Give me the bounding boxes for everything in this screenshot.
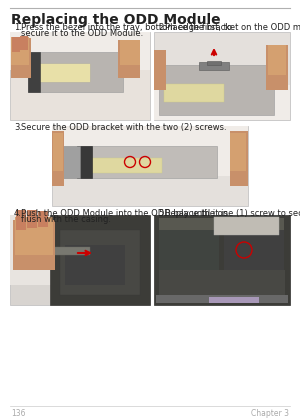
Bar: [154, 215, 290, 305]
Bar: [52, 126, 248, 206]
Bar: [230, 133, 246, 171]
Bar: [154, 215, 290, 305]
Text: 5.: 5.: [158, 209, 166, 218]
Text: 136: 136: [11, 409, 26, 418]
Bar: [27, 210, 37, 228]
Bar: [38, 211, 48, 227]
Bar: [159, 220, 219, 270]
Bar: [120, 40, 140, 65]
Bar: [28, 52, 40, 92]
Bar: [60, 230, 140, 295]
Bar: [118, 40, 140, 78]
Bar: [50, 247, 90, 255]
Text: secure it to the ODD Module.: secure it to the ODD Module.: [21, 29, 143, 38]
Bar: [266, 45, 288, 90]
Bar: [230, 131, 248, 186]
Bar: [12, 37, 20, 52]
Bar: [52, 131, 64, 186]
Bar: [11, 38, 31, 78]
Bar: [154, 32, 290, 120]
Bar: [50, 215, 150, 305]
Text: Place the bracket on the ODD module.: Place the bracket on the ODD module.: [165, 23, 300, 32]
Bar: [159, 270, 285, 300]
Bar: [154, 85, 290, 120]
Text: 3.: 3.: [14, 123, 22, 132]
Bar: [10, 32, 150, 120]
Bar: [156, 295, 288, 303]
Bar: [52, 126, 248, 176]
Text: Replacing the ODD Module: Replacing the ODD Module: [11, 13, 220, 27]
Text: flush with the casing.: flush with the casing.: [21, 215, 111, 224]
Text: Press the bezel into the tray, bottom edge first, to: Press the bezel into the tray, bottom ed…: [21, 23, 232, 32]
Bar: [77, 146, 92, 178]
Bar: [199, 62, 229, 70]
Bar: [10, 32, 150, 70]
Bar: [65, 245, 125, 285]
Bar: [159, 65, 274, 115]
Bar: [11, 37, 29, 65]
Bar: [77, 146, 217, 178]
Text: 2.: 2.: [158, 23, 166, 32]
Text: 1.: 1.: [14, 23, 22, 32]
Bar: [16, 210, 26, 230]
Bar: [164, 84, 224, 102]
Text: 4.: 4.: [14, 209, 22, 218]
Text: Replace the one (1) screw to secure the Module.: Replace the one (1) screw to secure the …: [165, 209, 300, 218]
Bar: [28, 52, 123, 92]
Bar: [13, 220, 55, 270]
Bar: [38, 64, 90, 82]
Bar: [209, 297, 259, 303]
Bar: [82, 158, 162, 173]
Bar: [207, 61, 221, 65]
Bar: [224, 220, 284, 270]
Bar: [10, 215, 150, 305]
Text: Push the ODD Module into the ODD bay until it is: Push the ODD Module into the ODD bay unt…: [21, 209, 228, 218]
Bar: [15, 217, 53, 255]
Text: Chapter 3: Chapter 3: [251, 409, 289, 418]
Bar: [268, 45, 286, 75]
Bar: [214, 217, 279, 235]
Bar: [20, 36, 28, 50]
Bar: [60, 146, 80, 178]
Text: Secure the ODD bracket with the two (2) screws.: Secure the ODD bracket with the two (2) …: [21, 123, 227, 132]
Bar: [154, 50, 166, 90]
Bar: [159, 218, 284, 230]
Bar: [38, 64, 90, 82]
Bar: [10, 215, 65, 285]
Bar: [53, 133, 63, 171]
